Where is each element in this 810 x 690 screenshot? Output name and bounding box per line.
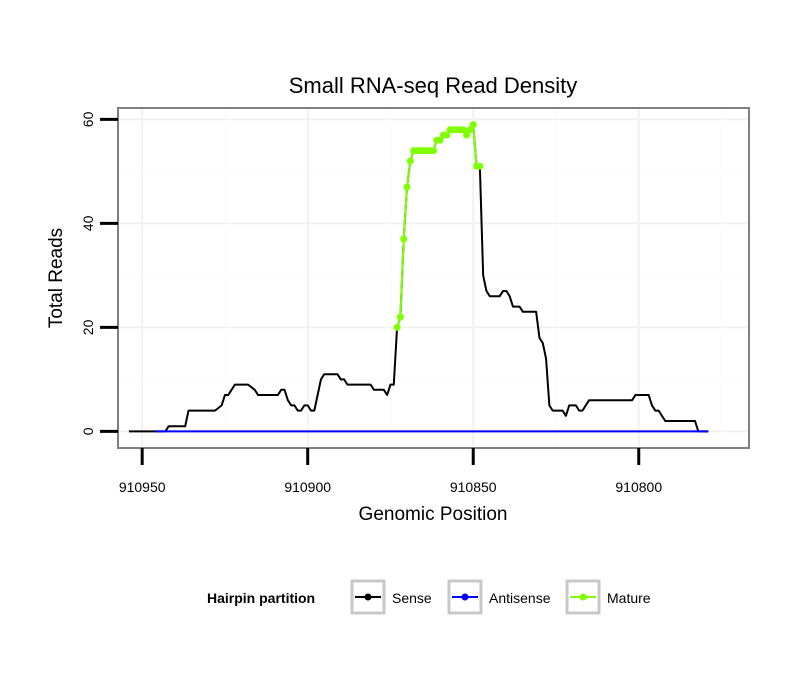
legend-marker-antisense: [461, 593, 469, 601]
data-point-mature: [430, 147, 437, 155]
data-point-mature: [436, 136, 444, 144]
legend: Hairpin partition Sense Antisense Mature: [207, 579, 651, 615]
data-point-mature: [463, 131, 471, 139]
legend-label-antisense: Antisense: [489, 590, 551, 606]
data-point-mature: [443, 131, 451, 139]
x-axis-label: Genomic Position: [359, 504, 508, 525]
data-point-mature: [469, 121, 477, 129]
data-point-mature: [403, 183, 411, 191]
legend-label-sense: Sense: [392, 590, 432, 606]
data-point-mature: [466, 126, 474, 134]
legend-entry-antisense: Antisense: [447, 579, 551, 615]
y-tick-label: 20: [80, 319, 96, 335]
y-tick-label: 40: [80, 215, 96, 231]
axis-layer: 910950 910900 910850 910800 0 20 40 60: [80, 111, 662, 495]
data-point-mature: [400, 235, 408, 243]
data-point-mature: [396, 313, 404, 321]
data-point-mature: [459, 126, 467, 134]
legend-entry-sense: Sense: [350, 579, 432, 615]
chart-title: Small RNA-seq Read Density: [289, 73, 578, 98]
legend-label-mature: Mature: [607, 590, 651, 606]
data-point-mature: [476, 162, 484, 170]
plot-panel-border: [117, 107, 750, 449]
series-layer: [128, 121, 709, 433]
legend-entry-mature: Mature: [565, 579, 651, 615]
legend-title: Hairpin partition: [207, 590, 315, 606]
legend-marker-mature: [579, 593, 587, 601]
y-tick-label: 0: [80, 427, 96, 435]
data-point-mature: [393, 323, 401, 331]
x-tick-label: 910850: [450, 479, 497, 495]
x-tick-label: 910800: [615, 479, 662, 495]
y-tick-label: 60: [80, 111, 96, 127]
x-tick-label: 910950: [119, 479, 166, 495]
data-point-mature: [406, 157, 414, 165]
legend-marker-sense: [364, 593, 372, 601]
x-tick-label: 910900: [284, 479, 331, 495]
y-axis-label: Total Reads: [46, 228, 67, 328]
